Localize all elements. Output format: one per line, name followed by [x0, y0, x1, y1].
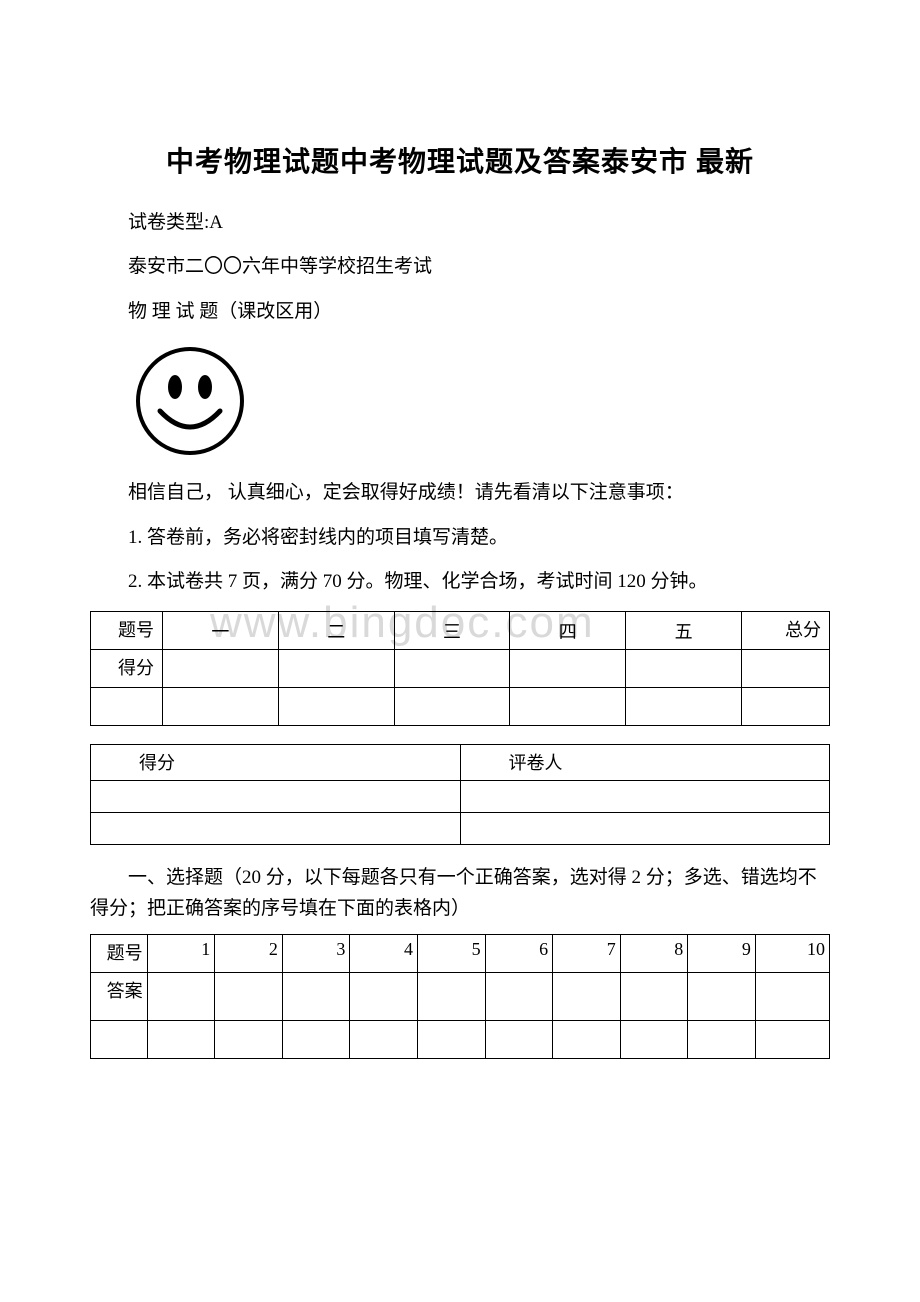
subject-line: 物 理 试 题（课改区用）: [90, 297, 830, 327]
note-2: 2. 本试卷共 7 页，满分 70 分。物理、化学合场，考试时间 120 分钟。: [90, 567, 830, 597]
empty-cell: [626, 688, 742, 726]
table-row: [91, 781, 830, 813]
score-table-score-label: 得分: [91, 650, 163, 688]
empty-cell: [91, 781, 461, 813]
answer-table-num: 4: [350, 935, 418, 973]
empty-cell: [163, 688, 279, 726]
table-row: 得分: [91, 650, 830, 688]
answer-table-num: 5: [417, 935, 485, 973]
empty-cell: [460, 781, 830, 813]
score-table-col: 三: [394, 612, 510, 650]
empty-cell: [147, 1021, 215, 1059]
answer-cell: [417, 973, 485, 1021]
empty-cell: [282, 1021, 350, 1059]
score-table-header-label: 题号: [91, 612, 163, 650]
score-cell: [163, 650, 279, 688]
score-table: 题号 一 二 三 四 五 总分 得分: [90, 611, 830, 726]
score-cell: [626, 650, 742, 688]
score-cell: [278, 650, 394, 688]
empty-cell: [278, 688, 394, 726]
empty-cell: [742, 688, 830, 726]
answer-table-num: 6: [485, 935, 553, 973]
score-table-col: 一: [163, 612, 279, 650]
empty-cell: [688, 1021, 756, 1059]
answer-table-num: 3: [282, 935, 350, 973]
note-1: 1. 答卷前，务必将密封线内的项目填写清楚。: [90, 523, 830, 553]
empty-cell: [755, 1021, 829, 1059]
answer-table-header-label: 题号: [91, 935, 148, 973]
table-row: 题号 1 2 3 4 5 6 7 8 9 10: [91, 935, 830, 973]
exam-type-line: 试卷类型:A: [90, 208, 830, 238]
empty-cell: [510, 688, 626, 726]
answer-table: 题号 1 2 3 4 5 6 7 8 9 10 答案: [90, 934, 830, 1059]
answer-table-num: 8: [620, 935, 688, 973]
score-table-col: 五: [626, 612, 742, 650]
answer-cell: [620, 973, 688, 1021]
answer-table-answer-label: 答案: [91, 973, 148, 1021]
empty-cell: [91, 813, 461, 845]
grader-table: 得分 评卷人: [90, 744, 830, 845]
empty-cell: [91, 688, 163, 726]
answer-cell: [282, 973, 350, 1021]
empty-cell: [485, 1021, 553, 1059]
grader-score-label: 得分: [91, 745, 461, 781]
score-cell: [394, 650, 510, 688]
table-row: 得分 评卷人: [91, 745, 830, 781]
table-row: [91, 813, 830, 845]
empty-cell: [620, 1021, 688, 1059]
score-cell: [742, 650, 830, 688]
school-line: 泰安市二〇〇六年中等学校招生考试: [90, 252, 830, 282]
encouragement-text: 相信自己， 认真细心，定会取得好成绩！请先看清以下注意事项：: [90, 478, 830, 508]
empty-cell: [553, 1021, 621, 1059]
answer-cell: [688, 973, 756, 1021]
answer-table-num: 10: [755, 935, 829, 973]
table-row: 题号 一 二 三 四 五 总分: [91, 612, 830, 650]
empty-cell: [394, 688, 510, 726]
smiley-icon: [130, 341, 830, 466]
answer-cell: [755, 973, 829, 1021]
section-1-heading: 一、选择题（20 分，以下每题各只有一个正确答案，选对得 2 分；多选、错选均不…: [90, 863, 830, 924]
page-title: 中考物理试题中考物理试题及答案泰安市 最新: [90, 140, 830, 180]
answer-cell: [485, 973, 553, 1021]
answer-cell: [215, 973, 283, 1021]
empty-cell: [417, 1021, 485, 1059]
answer-cell: [553, 973, 621, 1021]
answer-table-num: 1: [147, 935, 215, 973]
score-table-col: 四: [510, 612, 626, 650]
answer-table-num: 2: [215, 935, 283, 973]
empty-cell: [215, 1021, 283, 1059]
empty-cell: [460, 813, 830, 845]
score-table-total-label: 总分: [742, 612, 830, 650]
answer-cell: [147, 973, 215, 1021]
table-row: 答案: [91, 973, 830, 1021]
table-row: [91, 688, 830, 726]
empty-cell: [91, 1021, 148, 1059]
score-cell: [510, 650, 626, 688]
table-row: [91, 1021, 830, 1059]
answer-table-num: 7: [553, 935, 621, 973]
answer-table-num: 9: [688, 935, 756, 973]
empty-cell: [350, 1021, 418, 1059]
score-table-col: 二: [278, 612, 394, 650]
answer-cell: [350, 973, 418, 1021]
grader-person-label: 评卷人: [460, 745, 830, 781]
